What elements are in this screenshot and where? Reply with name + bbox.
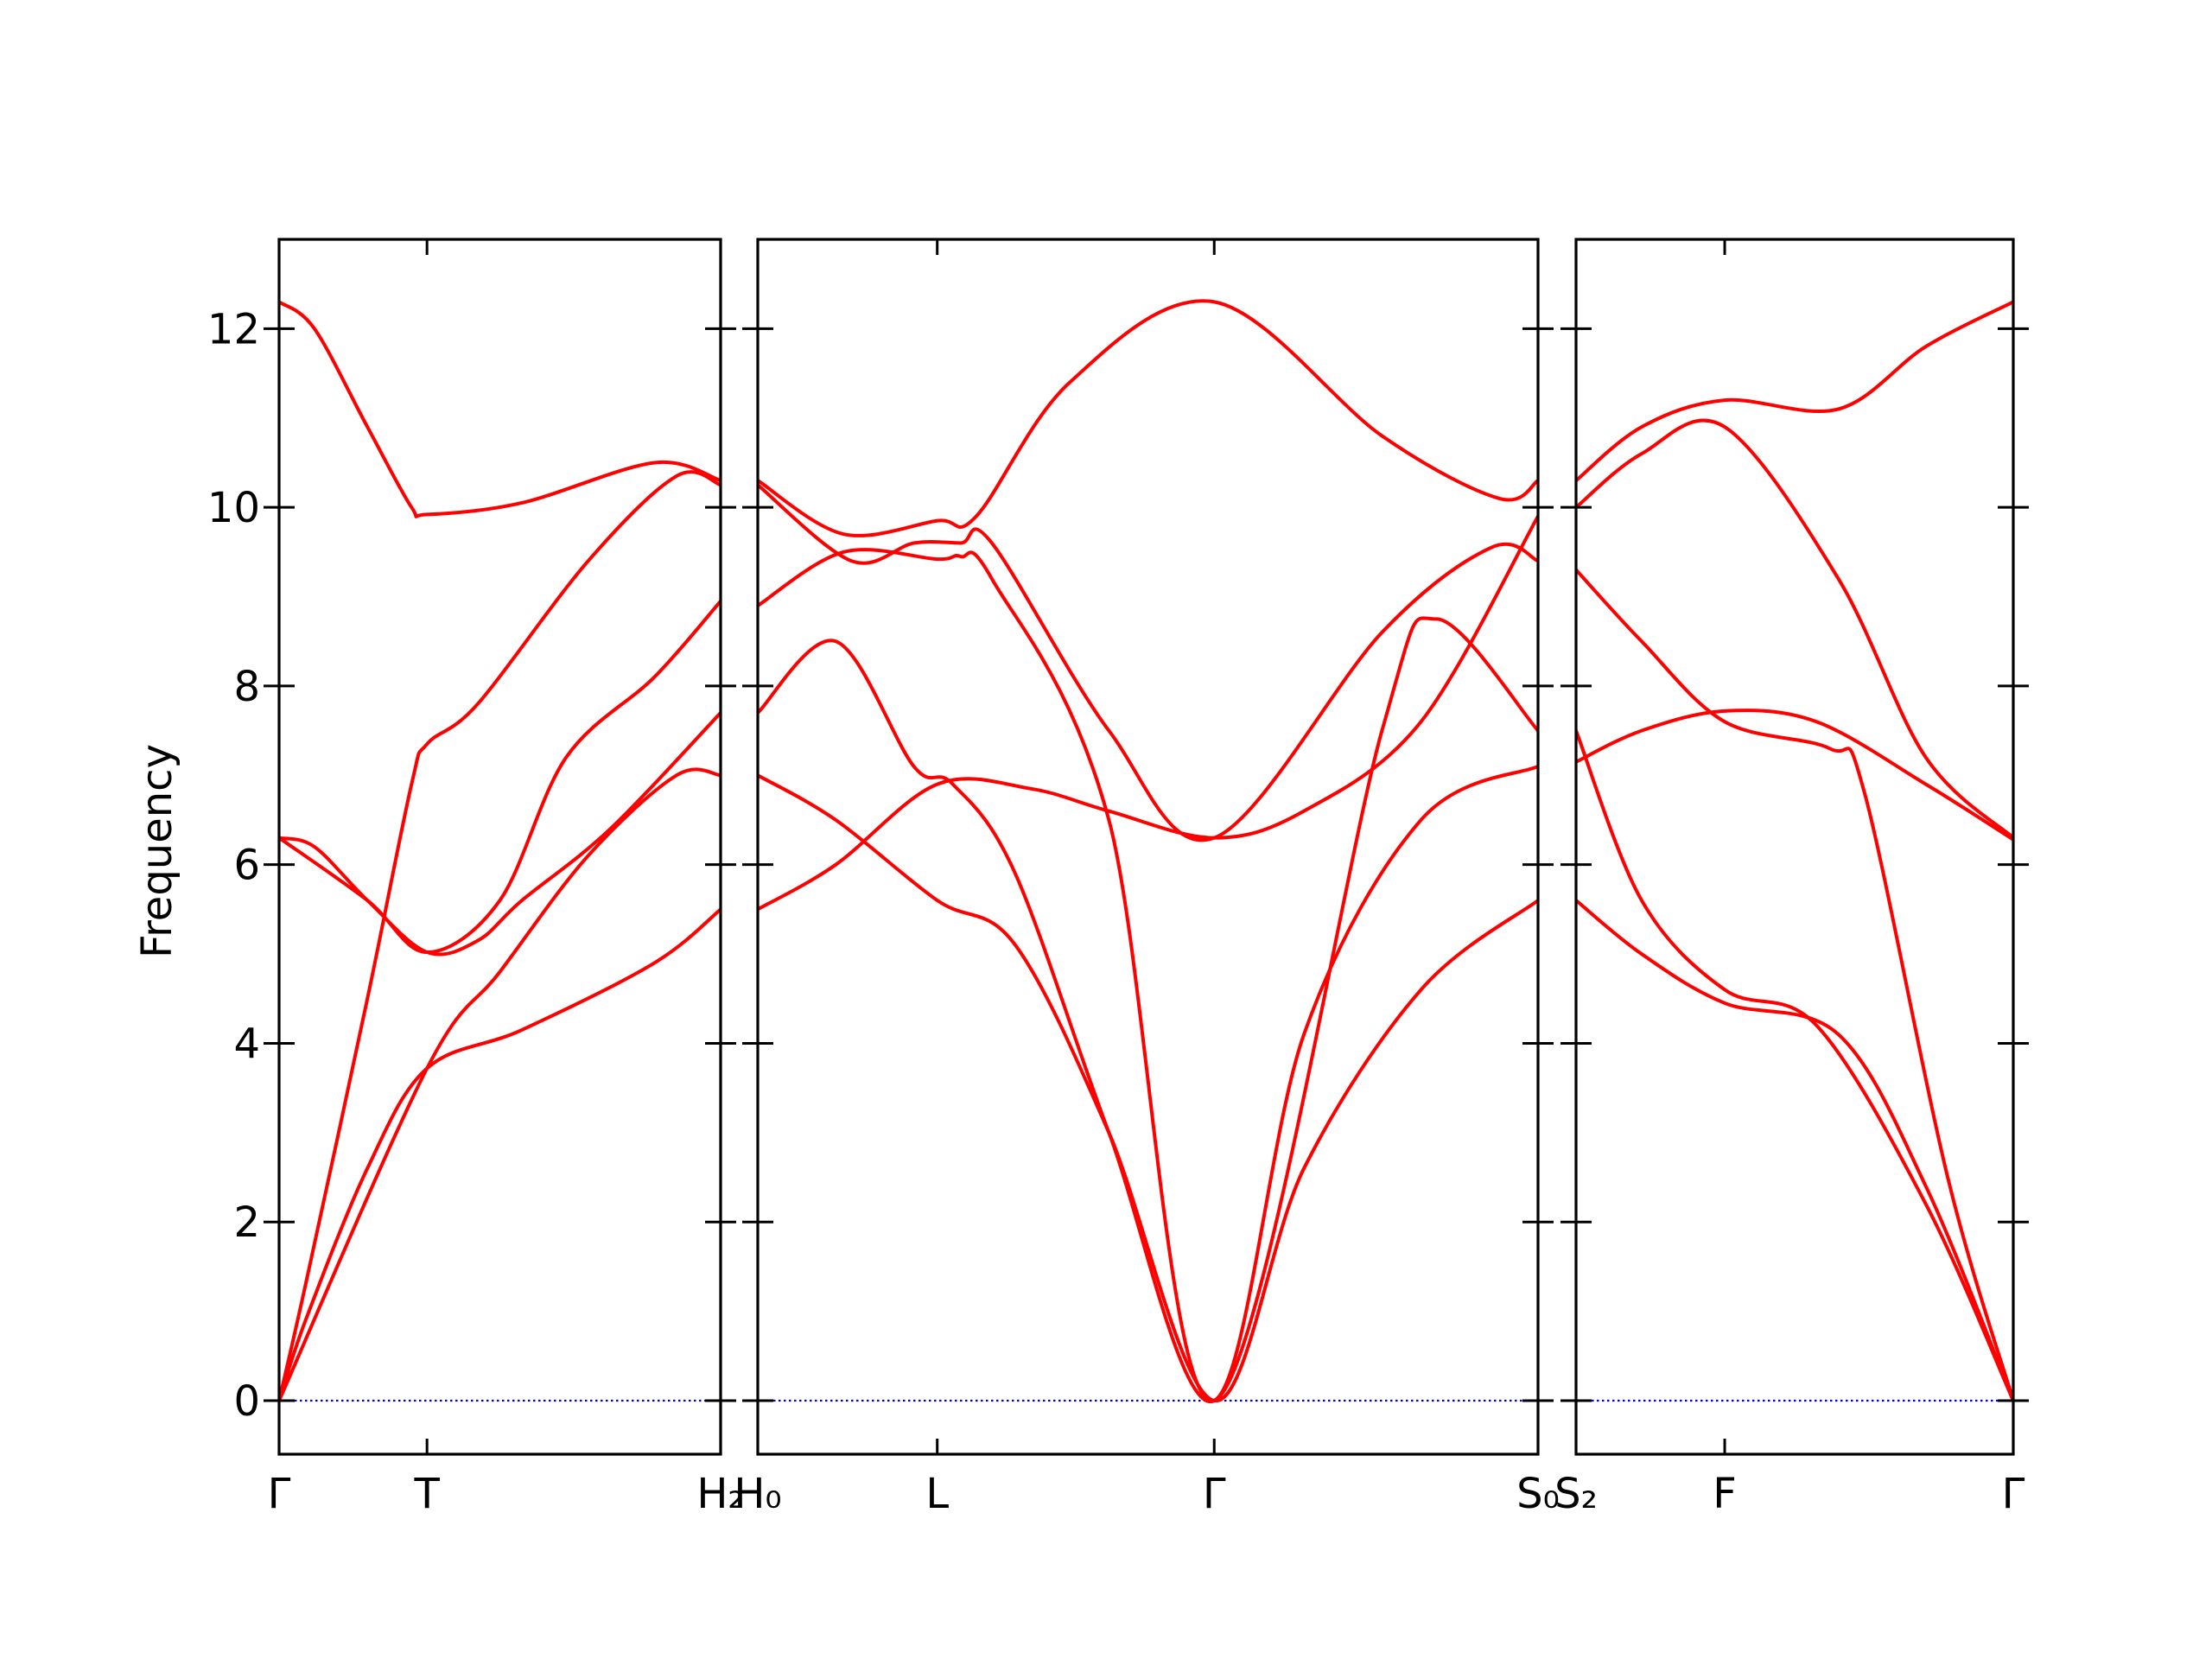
x-tick-label: H₂ — [696, 1470, 744, 1518]
band-line — [279, 470, 721, 1402]
band-line — [1576, 709, 2013, 842]
y-tick-label: 6 — [233, 842, 260, 890]
band-lines — [758, 299, 1538, 1403]
band-line — [1576, 300, 2013, 483]
band-line — [758, 773, 1538, 1402]
band-line — [279, 710, 721, 957]
band-lines — [1576, 300, 2013, 1402]
band-panel: Γ T H₂ — [264, 238, 745, 1518]
band-line — [758, 299, 1538, 537]
band-line — [758, 639, 1538, 1403]
x-tick-label: F — [1713, 1470, 1737, 1518]
x-tick-label: T — [414, 1470, 441, 1518]
band-line — [1576, 728, 2013, 1402]
band-line — [279, 767, 721, 1402]
band-line — [279, 907, 721, 1402]
y-tick-label: 10 — [207, 484, 260, 532]
band-line — [758, 483, 1538, 842]
band-line — [1576, 899, 2013, 1402]
y-tick-label: 12 — [207, 305, 260, 353]
band-line — [758, 548, 1538, 1403]
y-tick-label: 8 — [233, 663, 260, 711]
x-tick-label: L — [925, 1470, 949, 1518]
band-line — [279, 599, 721, 954]
band-line — [1576, 568, 2013, 1402]
band-line — [758, 514, 1538, 912]
y-axis-title: Frequency — [133, 744, 181, 958]
x-tick-label: S₀ — [1516, 1470, 1560, 1518]
y-tick-label: 4 — [233, 1020, 260, 1068]
panel-frame — [1574, 238, 2015, 1456]
band-panel: H₀ L Γ S₀ — [734, 238, 1560, 1518]
band-line — [279, 300, 721, 518]
x-tick-label: Γ — [1203, 1470, 1226, 1518]
x-tick-label: Γ — [268, 1470, 291, 1518]
band-panel: S₂ F Γ — [1554, 238, 2029, 1518]
y-tick-label: 2 — [233, 1198, 260, 1247]
band-lines — [279, 300, 721, 1402]
y-axis-label: Frequency — [133, 744, 181, 958]
x-tick-label: Γ — [2002, 1470, 2025, 1518]
x-tick-label: S₂ — [1554, 1470, 1598, 1518]
y-tick-label: 0 — [233, 1377, 260, 1426]
panel-frame — [756, 238, 1540, 1456]
band-line — [1576, 418, 2013, 840]
x-tick-label: H₀ — [734, 1470, 781, 1518]
y-tick-labels: 0 2 4 6 8 10 12 — [207, 305, 260, 1426]
panel-frame — [277, 238, 722, 1456]
